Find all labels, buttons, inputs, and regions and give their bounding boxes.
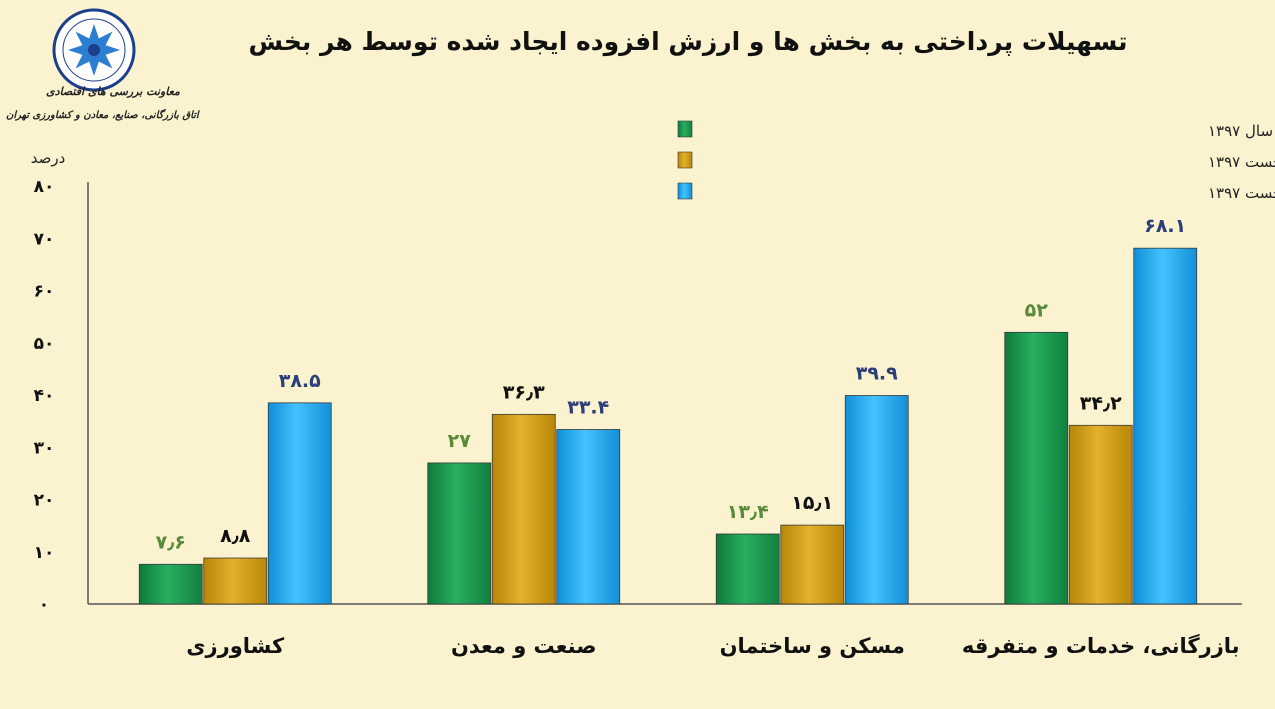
- y-axis-unit-label: درصد: [31, 149, 66, 167]
- data-label: ۳۴٫۲: [1080, 392, 1122, 414]
- y-tick-label: ۷۰: [34, 229, 55, 249]
- data-label: ۱۵٫۱: [791, 492, 833, 514]
- bar: [427, 462, 492, 605]
- data-labels: ۷٫۶ ۸٫۸ ۳۸.۵ ۲۷ ۳۶٫۳ ۳۳.۴ ۱۳٫۴ ۱۵٫۱ ۳۹.۹ ۵۲ ۳۴٫۲ ۶۸…: [156, 215, 1187, 553]
- data-label: ۳۳.۴: [567, 396, 609, 418]
- chart-title: تسهیلات پرداختی به بخش ها و ارزش افزوده …: [249, 27, 1128, 57]
- legend-entry: سهم هر بخش از کل تسهیلات پرداختی در سال …: [1208, 122, 1275, 141]
- y-tick-label: ۶۰: [34, 282, 55, 302]
- data-label: ۲۷: [448, 430, 472, 452]
- data-label: ۱۳٫۴: [727, 501, 769, 523]
- data-label: ۵۲: [1025, 299, 1049, 321]
- legend-entry: سهم ارزش افزوده بخش ها از GDP در ۹ماهه ن…: [1208, 153, 1275, 171]
- y-tick-label: ۸۰: [34, 177, 55, 197]
- logo-text-chamber: اتاق بازرگانی، صنایع، معادن و کشاورزی ته…: [6, 110, 199, 121]
- logo-text-dept: معاونت بررسی های اقتصادی: [46, 85, 180, 98]
- category-label: مسکن و ساختمان: [720, 634, 905, 658]
- bar: [203, 557, 268, 605]
- y-tick-label: ۳۰: [34, 438, 55, 458]
- category-label: صنعت و معدن: [451, 634, 597, 658]
- category-label: کشاورزی: [186, 634, 285, 658]
- legend: سهم هر بخش از کل تسهیلات پرداختی در سال …: [677, 120, 1275, 203]
- bar: [780, 524, 845, 605]
- bar: [1004, 331, 1069, 605]
- legend-swatch: [677, 182, 693, 200]
- bar: [267, 402, 332, 605]
- bar: [715, 533, 780, 605]
- legend-swatch: [677, 151, 693, 169]
- bar: [1068, 424, 1133, 605]
- data-label: ۳۶٫۳: [503, 381, 545, 403]
- data-label: ۶۸.۱: [1144, 215, 1186, 237]
- y-tick-label: ۴۰: [34, 386, 55, 406]
- legend-entry: نسبت تسهیلات پرداختی به ارزش افزوده هر ب…: [1208, 184, 1275, 203]
- category-labels: کشاورزی صنعت و معدن مسکن و ساختمان بازرگانی…: [186, 633, 1239, 658]
- bar: [1133, 247, 1198, 605]
- legend-swatch: [677, 120, 693, 138]
- bar: [844, 395, 909, 605]
- category-label: بازرگانی، خدمات و متفرقه: [962, 633, 1240, 658]
- y-tick-label: ۰: [39, 595, 49, 615]
- y-tick-label: ۵۰: [34, 334, 55, 354]
- bar: [138, 563, 203, 605]
- data-label: ۳۹.۹: [856, 363, 898, 385]
- data-label: ۷٫۶: [156, 531, 186, 553]
- y-tick-label: ۲۰: [34, 491, 55, 511]
- data-label: ۳۸.۵: [279, 370, 321, 392]
- y-tick-label: ۱۰: [34, 543, 55, 563]
- data-label: ۸٫۸: [220, 525, 251, 547]
- bar: [556, 429, 621, 605]
- bars: [138, 247, 1198, 605]
- bar: [491, 413, 556, 605]
- logo-emblem: [52, 8, 136, 92]
